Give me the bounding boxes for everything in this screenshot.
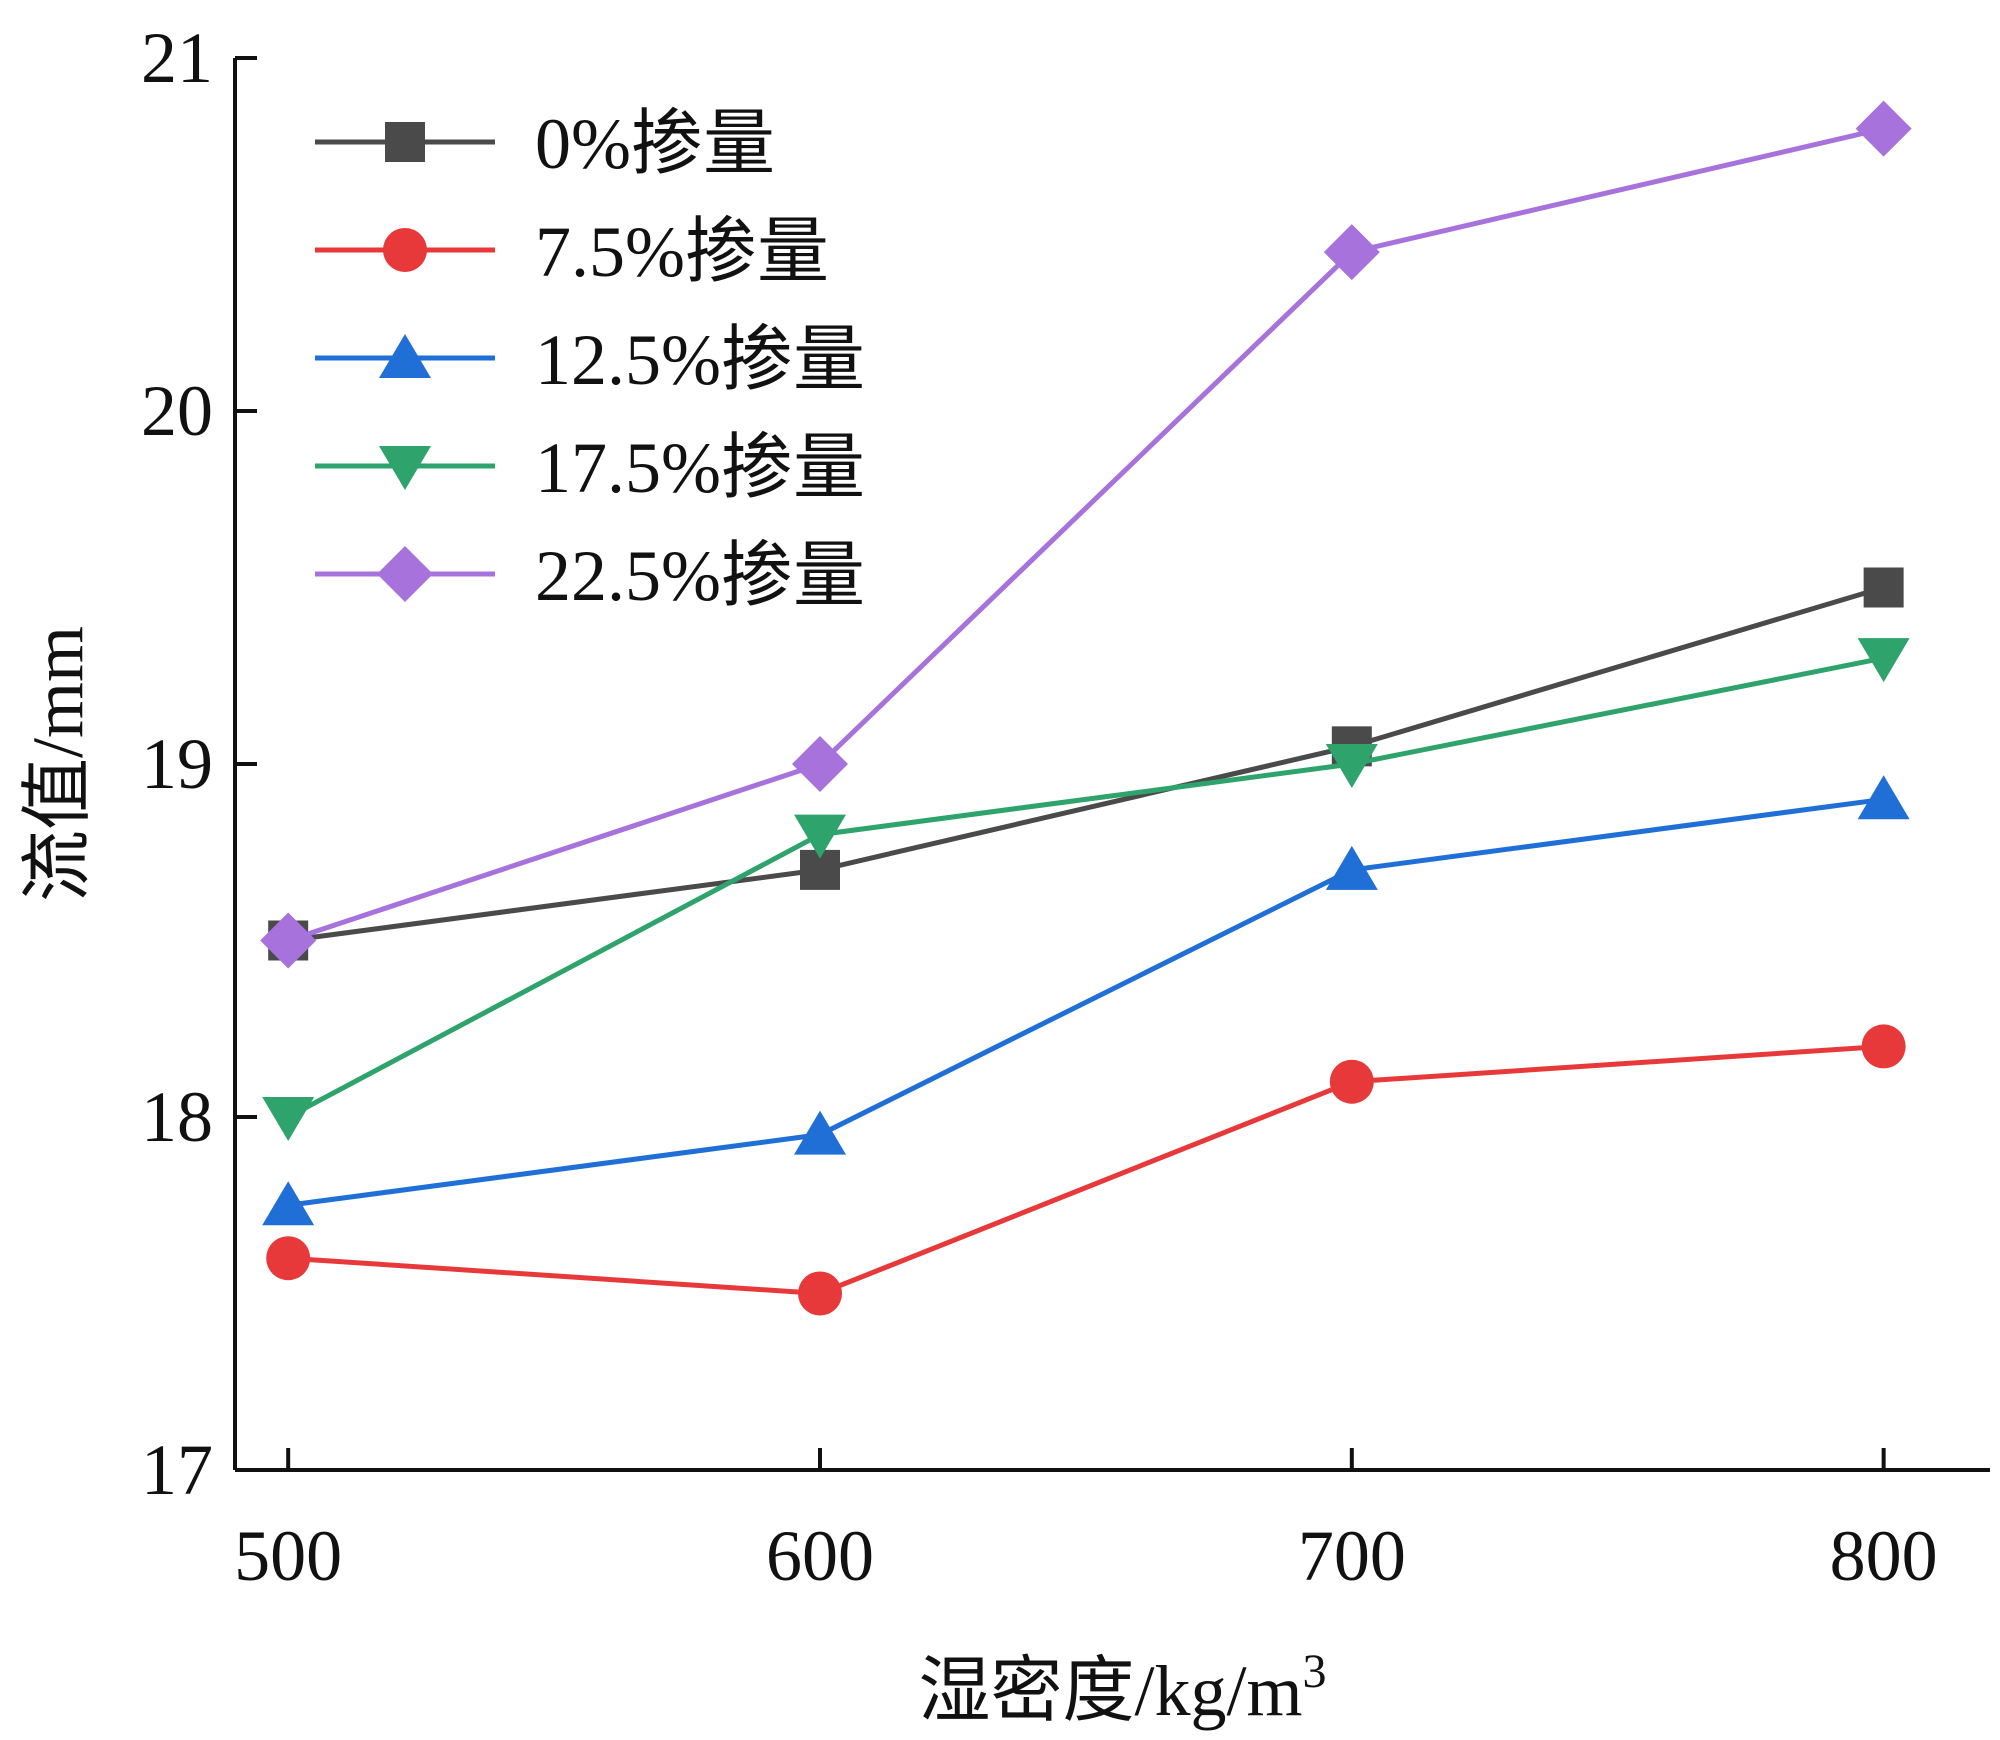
legend-label: 17.5%掺量: [535, 428, 865, 508]
y-axis-title: 流值/mm: [18, 626, 98, 902]
y-tick-label: 21: [141, 18, 213, 98]
x-axis-title: 湿密度/kg/m3: [918, 1645, 1326, 1731]
legend-label: 7.5%掺量: [535, 212, 829, 292]
series-3: [262, 638, 1910, 1141]
legend-item: 7.5%掺量: [315, 212, 829, 292]
legend-marker: [379, 446, 431, 490]
series-4: [260, 100, 1912, 969]
data-point: [1325, 845, 1378, 890]
x-tick-label: 500: [234, 1516, 342, 1596]
data-point: [1863, 567, 1904, 608]
legend-marker: [379, 334, 431, 378]
legend-item: 0%掺量: [315, 104, 775, 184]
data-point: [1857, 775, 1910, 820]
data-point: [1329, 1059, 1374, 1104]
data-point: [1325, 744, 1378, 788]
data-point: [260, 912, 317, 969]
data-point: [262, 1097, 315, 1141]
legend-label: 12.5%掺量: [535, 320, 865, 400]
series-1: [266, 1024, 1906, 1316]
series-line: [287, 796, 1884, 1208]
x-tick-label: 600: [766, 1516, 874, 1596]
data-point: [262, 1181, 315, 1226]
y-tick-label: 19: [141, 724, 213, 804]
data-point: [798, 1271, 842, 1316]
data-point: [1861, 1024, 1906, 1069]
y-tick-label: 18: [141, 1077, 213, 1157]
x-tick-label: 800: [1830, 1516, 1938, 1596]
series-2: [262, 775, 1910, 1226]
data-point: [792, 736, 848, 792]
legend-item: 17.5%掺量: [315, 428, 865, 508]
data-point: [1857, 638, 1910, 683]
data-point: [1855, 100, 1912, 157]
legend-item: 22.5%掺量: [315, 536, 865, 616]
series-layer: [260, 100, 1912, 1316]
series-line: [287, 126, 1885, 943]
legend-marker: [377, 546, 433, 602]
legend-item: 12.5%掺量: [315, 320, 865, 400]
legend-marker: [383, 228, 427, 272]
series-0: [268, 567, 1904, 961]
legend: 0%掺量 7.5%掺量 12.5%掺量 17.5%掺量 22.5%掺量: [315, 104, 865, 616]
axes: 17 18 19 20 21 500 600 700 800: [141, 18, 1990, 1596]
legend-label: 0%掺量: [535, 104, 775, 184]
legend-label: 22.5%掺量: [535, 536, 865, 616]
y-tick-label: 20: [141, 371, 213, 451]
data-point: [794, 814, 846, 859]
x-tick-label: 700: [1298, 1516, 1406, 1596]
x-axis-title-text: 湿密度/kg/m: [918, 1651, 1302, 1731]
data-point: [794, 1110, 846, 1155]
legend-marker: [385, 122, 425, 162]
data-point: [1323, 224, 1380, 281]
series-line: [288, 1043, 1884, 1297]
series-line: [287, 655, 1885, 1120]
y-tick-label: 17: [141, 1430, 213, 1510]
series-line: [287, 585, 1885, 943]
x-axis-title-superscript: 3: [1303, 1645, 1327, 1698]
data-point: [266, 1236, 311, 1281]
